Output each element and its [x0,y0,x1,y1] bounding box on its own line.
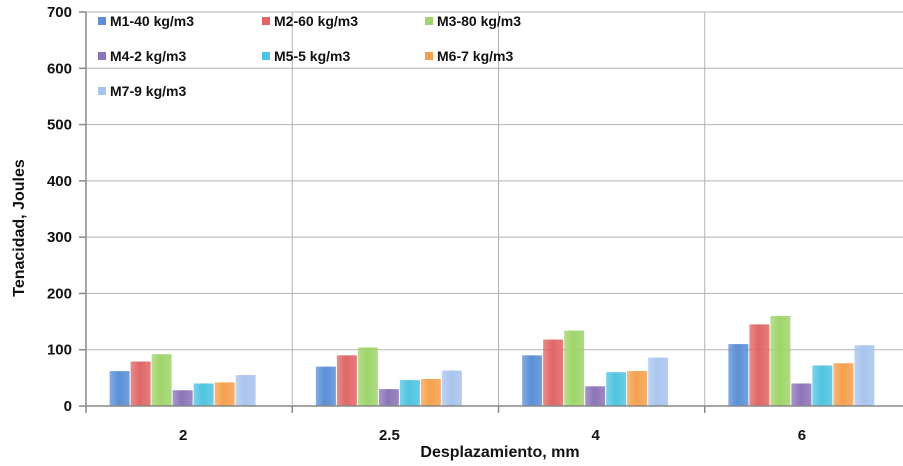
bar-rect [193,383,214,406]
bar-rect [833,363,854,406]
bar [770,315,791,406]
bar-rect [627,371,648,406]
bar [728,344,749,406]
bar-rect [791,383,812,406]
bar [648,357,669,406]
bar-rect [378,389,399,406]
bar-rect [109,371,130,406]
bar [854,345,875,406]
bar [627,371,648,406]
legend-label: M3-80 kg/m3 [437,13,521,29]
bar [606,372,627,406]
bar [357,347,378,406]
bar [420,378,441,406]
bar-rect [564,330,585,406]
bar-rect [214,382,235,406]
bar-rect [441,370,462,406]
bar [315,366,336,406]
bar [791,383,812,406]
legend-swatch [98,87,106,95]
legend-swatch [98,52,106,60]
x-axis-label: Desplazamiento, mm [420,444,579,461]
legend-swatch [262,17,270,25]
y-tick-label: 100 [47,342,72,359]
y-tick-label: 0 [64,398,72,415]
bars [109,315,875,406]
y-tick-label: 600 [47,60,72,77]
bar-rect [648,357,669,406]
bar [749,324,770,406]
x-tick-label: 2 [179,427,187,444]
bar [833,363,854,406]
legend-swatch [425,52,433,60]
bar-rect [812,365,833,406]
bar [130,361,151,406]
legend-item: M1-40 kg/m3 [98,13,194,29]
legend: M1-40 kg/m3 M2-60 kg/m3 M3-80 kg/m3 M4-2 kg… [98,13,521,99]
legend-item: M6-7 kg/m3 [425,48,513,64]
y-tick-label: 400 [47,173,72,190]
bar-rect [749,324,770,406]
bar-rect [315,366,336,406]
legend-label: M5-5 kg/m3 [274,48,350,64]
bar-rect [235,375,256,406]
x-tick-label: 6 [798,427,806,444]
bar-rect [522,355,543,406]
bar-rect [151,354,172,406]
bar-rect [585,386,606,406]
y-tick-label: 300 [47,229,72,246]
bar [214,382,235,406]
bar-rect [399,380,420,406]
tick-labels: 0 100 200 300 400 500 600 700 2 2.5 4 6 [47,4,806,444]
bar-rect [543,339,564,406]
bar [399,380,420,406]
bar [378,389,399,406]
bar [151,354,172,406]
bar-rect [606,372,627,406]
y-tick-label: 500 [47,117,72,134]
y-axis-label: Tenacidad, Joules [11,159,28,297]
legend-item: M3-80 kg/m3 [425,13,521,29]
legend-label: M7-9 kg/m3 [110,83,186,99]
bar-rect [130,361,151,406]
legend-item: M5-5 kg/m3 [262,48,350,64]
bar [336,355,357,406]
bar [441,370,462,406]
bar-rect [420,378,441,406]
bar-rect [336,355,357,406]
legend-label: M1-40 kg/m3 [110,13,194,29]
bar [193,383,214,406]
gridlines [86,11,903,406]
legend-swatch [425,17,433,25]
legend-item: M2-60 kg/m3 [262,13,358,29]
legend-swatch [262,52,270,60]
bar-rect [770,315,791,406]
bar [235,375,256,406]
bar-rect [728,344,749,406]
bar-rect [172,390,193,406]
bar [564,330,585,406]
legend-item: M4-2 kg/m3 [98,48,186,64]
bar [585,386,606,406]
y-tick-label: 700 [47,4,72,21]
legend-item: M7-9 kg/m3 [98,83,186,99]
y-tick-label: 200 [47,285,72,302]
bar [172,390,193,406]
x-tick-label: 4 [591,427,600,444]
legend-swatch [98,17,106,25]
x-tick-label: 2.5 [379,427,400,444]
bar [109,371,130,406]
bar [522,355,543,406]
legend-label: M6-7 kg/m3 [437,48,513,64]
bar [812,365,833,406]
legend-label: M4-2 kg/m3 [110,48,186,64]
bar [543,339,564,406]
bar-rect [357,347,378,406]
legend-label: M2-60 kg/m3 [274,13,358,29]
axes [79,11,903,413]
bar-rect [854,345,875,406]
